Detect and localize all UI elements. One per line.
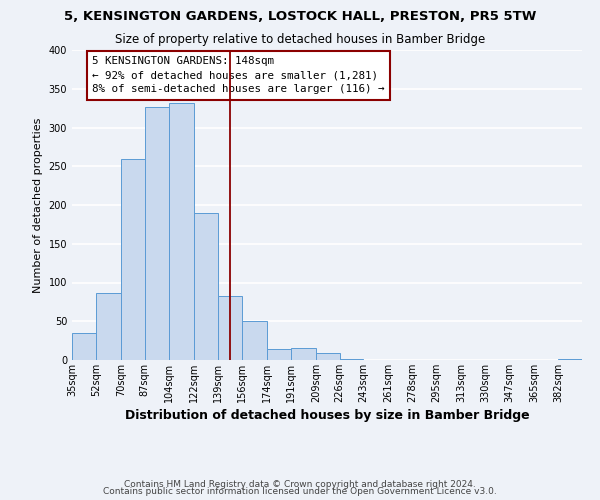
Bar	[316, 353, 340, 360]
Text: 5 KENSINGTON GARDENS: 148sqm
← 92% of detached houses are smaller (1,281)
8% of : 5 KENSINGTON GARDENS: 148sqm ← 92% of de…	[92, 56, 385, 94]
Y-axis label: Number of detached properties: Number of detached properties	[33, 118, 43, 292]
Text: Size of property relative to detached houses in Bamber Bridge: Size of property relative to detached ho…	[115, 32, 485, 46]
Bar	[96, 294, 121, 360]
Bar	[218, 296, 242, 360]
Bar	[558, 359, 582, 360]
Bar	[290, 348, 316, 360]
Bar	[145, 106, 169, 360]
Text: Contains public sector information licensed under the Open Government Licence v3: Contains public sector information licen…	[103, 487, 497, 496]
Bar	[242, 322, 267, 360]
Bar	[267, 349, 290, 360]
Text: 5, KENSINGTON GARDENS, LOSTOCK HALL, PRESTON, PR5 5TW: 5, KENSINGTON GARDENS, LOSTOCK HALL, PRE…	[64, 10, 536, 23]
Text: Contains HM Land Registry data © Crown copyright and database right 2024.: Contains HM Land Registry data © Crown c…	[124, 480, 476, 489]
Bar	[194, 213, 218, 360]
Bar	[169, 104, 194, 360]
X-axis label: Distribution of detached houses by size in Bamber Bridge: Distribution of detached houses by size …	[125, 409, 529, 422]
Bar	[121, 158, 145, 360]
Bar	[340, 359, 364, 360]
Bar	[72, 333, 96, 360]
